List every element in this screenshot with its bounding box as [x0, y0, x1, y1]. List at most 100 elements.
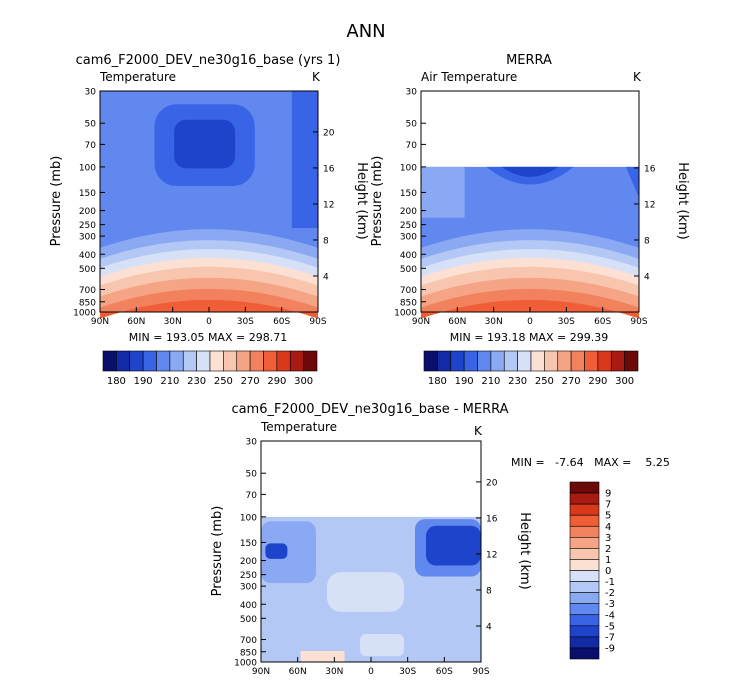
colorbar-label: -9 — [605, 643, 615, 654]
panel-model-axes: 90N 60N 30N 0 30S 60S 90S 30 50 70 100 150 200 250 300… — [73, 88, 335, 328]
height-tick-label: 12 — [486, 550, 497, 560]
colorbar-swatch — [263, 350, 278, 372]
x-tick-label: 30N — [164, 317, 182, 327]
colorbar-label: -3 — [605, 599, 615, 610]
pressure-tick-label: 100 — [79, 163, 96, 173]
colorbar-swatch — [569, 581, 600, 593]
panel-model-units: K — [312, 70, 321, 84]
x-tick-label: 0 — [368, 667, 374, 677]
panel-difference-units: K — [474, 424, 483, 438]
colorbar-label: 230 — [508, 376, 527, 387]
pressure-tick-label: 300 — [400, 233, 417, 243]
pressure-tick-label: 500 — [240, 615, 257, 625]
colorbar-swatch — [129, 350, 144, 372]
colorbar-label: 5 — [605, 511, 611, 522]
pressure-tick-label: 200 — [79, 207, 96, 217]
colorbar-swatch — [156, 350, 171, 372]
x-tick-label: 0 — [527, 317, 533, 327]
colorbar-label: 180 — [428, 376, 447, 387]
panel-model-colorbar: 180 190 210 230 250 270 290 300 — [102, 350, 318, 387]
panel-difference-stats: MIN = -7.64 MAX = 5.25 — [511, 456, 670, 469]
colorbar-label: 9 — [605, 489, 611, 500]
panel-model-contour-field — [100, 91, 318, 319]
height-tick-label: 20 — [486, 478, 498, 488]
colorbar-label: 4 — [605, 522, 611, 533]
panel-merra-field-label: Air Temperature — [421, 70, 517, 84]
colorbar-swatch — [196, 350, 211, 372]
colorbar-swatch — [569, 603, 600, 616]
pressure-tick-label: 400 — [400, 251, 417, 261]
colorbar-label: 230 — [187, 376, 206, 387]
colorbar-swatch — [544, 350, 559, 372]
temperature-band — [501, 166, 559, 177]
panel-difference-axes: 90N 60N 30N 0 30S 60S 90S 30 50 70 100 150 200 250 300… — [234, 438, 498, 678]
temperature-band — [291, 91, 318, 229]
colorbar-swatch — [569, 548, 600, 560]
panel-difference: cam6_F2000_DEV_ne30g16_base - MERRA Temp… — [210, 402, 670, 677]
colorbar-swatch — [569, 647, 600, 660]
colorbar-swatch — [276, 350, 291, 372]
colorbar-label: -4 — [605, 610, 615, 621]
colorbar-swatch — [249, 350, 264, 372]
colorbar-label: 300 — [294, 376, 313, 387]
x-tick-label: 90N — [412, 317, 430, 327]
colorbar-swatch — [490, 350, 505, 372]
colorbar-swatch — [569, 492, 600, 505]
colorbar-swatch — [569, 481, 600, 494]
difference-band — [261, 521, 316, 584]
colorbar-label: -7 — [605, 632, 615, 643]
pressure-tick-label: 150 — [240, 539, 257, 549]
panel-merra-stats: MIN = 193.18 MAX = 299.39 — [450, 331, 608, 344]
pressure-tick-label: 250 — [400, 221, 417, 231]
x-tick-label: 60N — [448, 317, 466, 327]
temperature-band — [421, 166, 465, 218]
colorbar-swatch — [624, 350, 639, 372]
pressure-tick-label: 500 — [79, 265, 96, 275]
x-tick-label: 60N — [289, 667, 307, 677]
temperature-band — [625, 166, 639, 198]
x-tick-label: 30S — [399, 667, 416, 677]
x-tick-label: 60S — [273, 317, 290, 327]
x-tick-label: 30N — [485, 317, 503, 327]
pressure-tick-label: 400 — [240, 601, 257, 611]
pressure-tick-label: 50 — [406, 120, 418, 130]
x-tick-label: 30S — [558, 317, 575, 327]
x-tick-label: 0 — [206, 317, 212, 327]
colorbar-swatch — [423, 350, 438, 372]
panel-difference-field-label: Temperature — [260, 420, 337, 434]
panel-merra-ylabel2: Height (km) — [675, 162, 690, 239]
pressure-tick-label: 250 — [79, 221, 96, 231]
colorbar-swatch — [569, 570, 600, 582]
x-tick-label: 60N — [127, 317, 145, 327]
colorbar-label: 250 — [214, 376, 233, 387]
pressure-tick-label: 700 — [79, 286, 96, 296]
pressure-tick-label: 250 — [240, 571, 257, 581]
pressure-tick-label: 100 — [400, 163, 417, 173]
pressure-tick-label: 50 — [246, 470, 258, 480]
colorbar-swatch — [569, 503, 600, 516]
colorbar-label: 190 — [134, 376, 153, 387]
height-tick-label: 4 — [323, 272, 329, 282]
panel-merra-title: MERRA — [506, 53, 552, 68]
pressure-tick-label: 850 — [79, 298, 96, 308]
height-tick-label: 12 — [644, 200, 655, 210]
pressure-tick-label: 500 — [400, 265, 417, 275]
height-tick-label: 16 — [323, 164, 335, 174]
pressure-tick-label: 200 — [240, 557, 257, 567]
height-tick-label: 8 — [323, 236, 329, 246]
panel-model-field-label: Temperature — [99, 70, 176, 84]
panel-model: cam6_F2000_DEV_ne30g16_base (yrs 1) Temp… — [49, 53, 369, 387]
colorbar-label: 290 — [267, 376, 286, 387]
colorbar-swatch — [463, 350, 478, 372]
difference-band — [327, 572, 404, 612]
panel-merra-contour-field — [421, 166, 639, 319]
pressure-tick-label: 850 — [240, 648, 257, 658]
difference-band — [426, 525, 481, 566]
panel-difference-title: cam6_F2000_DEV_ne30g16_base - MERRA — [231, 402, 508, 417]
pressure-tick-label: 50 — [85, 120, 97, 130]
panel-model-stats: MIN = 193.05 MAX = 298.71 — [129, 331, 287, 344]
colorbar-swatch — [584, 350, 599, 372]
colorbar-label: -1 — [605, 577, 615, 588]
colorbar-swatch — [503, 350, 518, 372]
